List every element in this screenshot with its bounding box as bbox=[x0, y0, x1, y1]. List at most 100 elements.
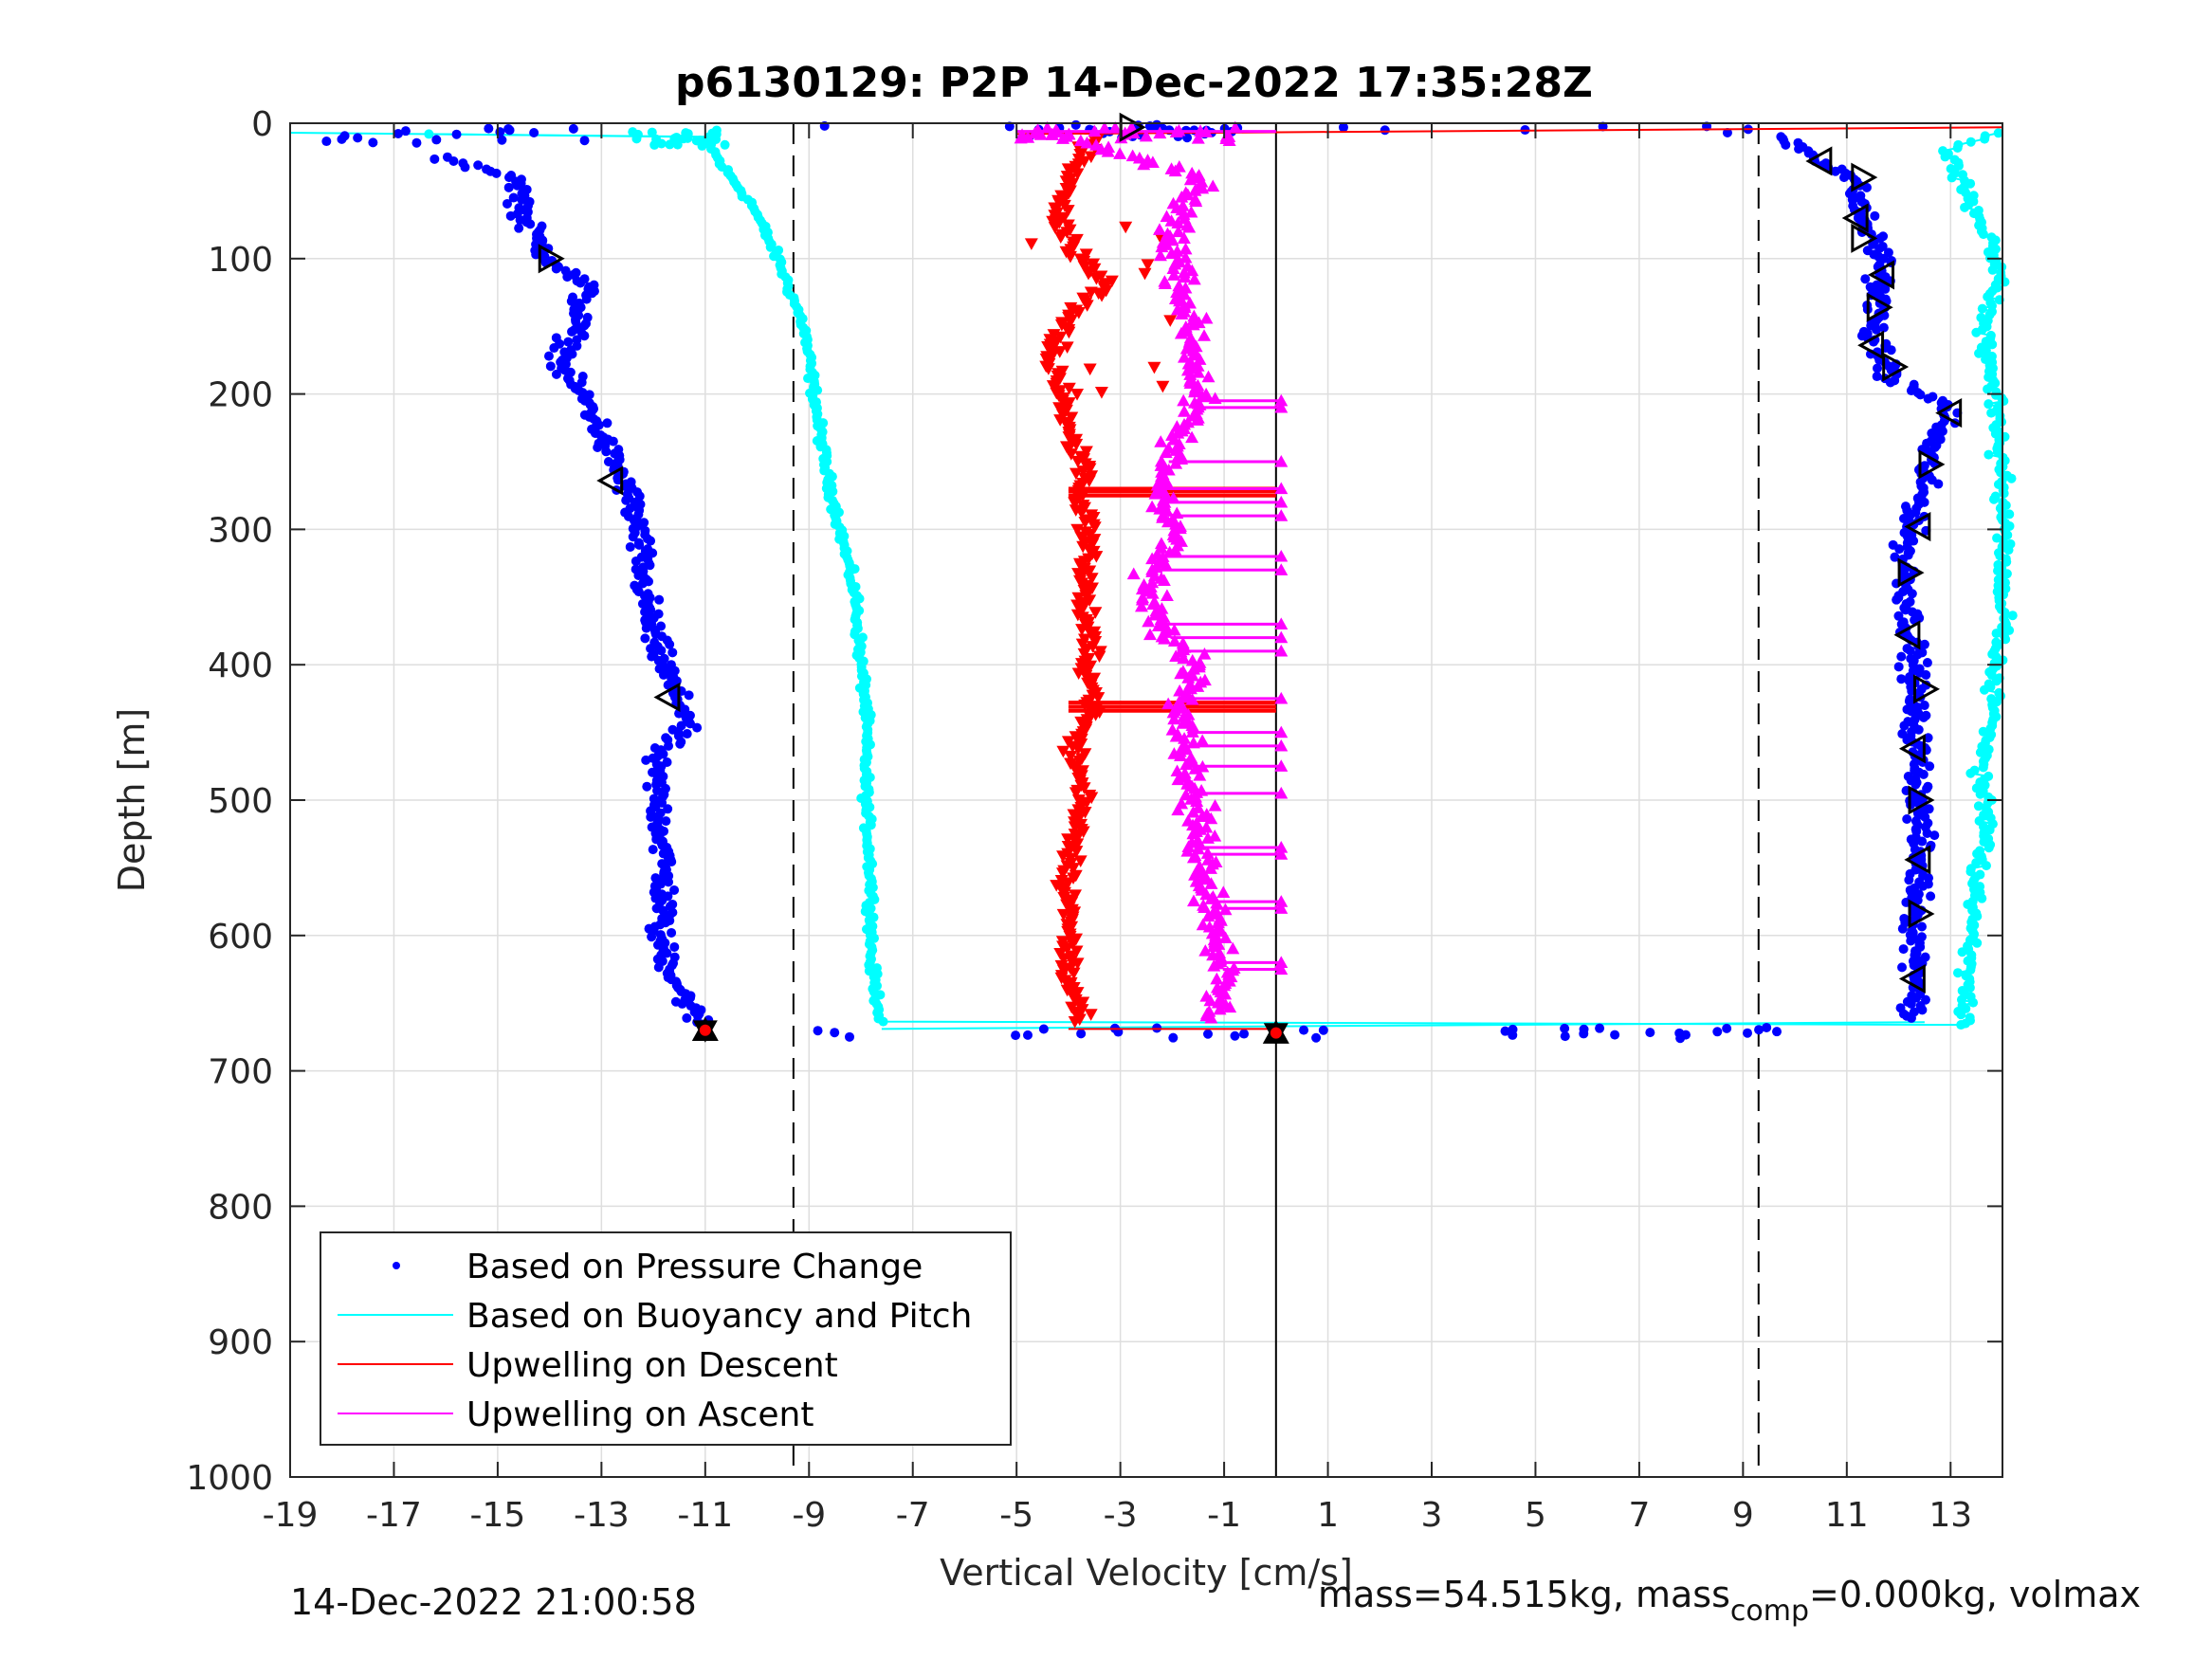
x-tick-label: 7 bbox=[1628, 1496, 1650, 1535]
upwelling-ascent-point bbox=[1170, 764, 1184, 777]
upwelling-ascent-point bbox=[1158, 632, 1172, 645]
buoyancy-point bbox=[1983, 399, 1994, 410]
pressure-point bbox=[1712, 1027, 1723, 1037]
y-tick-label: 900 bbox=[208, 1323, 273, 1362]
upwelling-ascent-point bbox=[1178, 270, 1192, 283]
upwelling-ascent-point bbox=[1134, 599, 1148, 612]
buoyancy-point bbox=[1978, 726, 1988, 737]
upwelling-descent-point bbox=[1156, 380, 1170, 393]
upwelling-ascent-point bbox=[1274, 644, 1289, 657]
upwelling-ascent-point bbox=[1098, 121, 1112, 134]
pressure-point bbox=[1890, 552, 1900, 562]
footer-mass-sub: comp bbox=[1729, 1595, 1810, 1628]
pressure-point bbox=[1873, 363, 1883, 374]
upwelling-descent-point bbox=[1138, 267, 1152, 281]
upwelling-ascent-point bbox=[1207, 959, 1221, 972]
pressure-point bbox=[1907, 589, 1917, 599]
pressure-point bbox=[568, 123, 578, 134]
upwelling-ascent-point bbox=[1171, 216, 1185, 228]
pressure-point bbox=[682, 729, 692, 739]
upwelling-ascent-point bbox=[1174, 326, 1188, 339]
y-axis-label: Depth [m] bbox=[111, 708, 153, 893]
buoyancy-point bbox=[1986, 351, 1997, 361]
pressure-point bbox=[1794, 144, 1804, 155]
x-tick-label: -13 bbox=[574, 1496, 630, 1535]
buoyancy-point bbox=[1977, 303, 1987, 314]
buoyancy-point bbox=[1957, 986, 1967, 996]
upwelling-ascent-point bbox=[1167, 268, 1181, 281]
upwelling-descent-point bbox=[1055, 867, 1069, 880]
pressure-point bbox=[543, 351, 554, 361]
upwelling-ascent-point bbox=[1159, 558, 1173, 571]
buoyancy-point bbox=[2005, 538, 2016, 549]
pressure-point bbox=[1874, 244, 1885, 254]
upwelling-ascent-point bbox=[1186, 805, 1200, 818]
pressure-point bbox=[648, 845, 658, 855]
upwelling-ascent-point bbox=[1137, 157, 1151, 171]
upwelling-ascent-point bbox=[1159, 446, 1173, 459]
upwelling-ascent-point bbox=[1161, 463, 1176, 476]
pressure-point bbox=[1203, 1029, 1214, 1039]
pressure-point bbox=[682, 1012, 692, 1023]
upwelling-descent-point bbox=[1083, 363, 1097, 376]
direction-marker bbox=[1841, 203, 1869, 233]
pressure-point bbox=[1781, 139, 1791, 150]
x-tick-label: -1 bbox=[1207, 1496, 1241, 1535]
upwelling-ascent-point bbox=[1213, 1002, 1227, 1015]
buoyancy-point bbox=[632, 129, 643, 139]
plot-area bbox=[289, 112, 2018, 1046]
pressure-point bbox=[1896, 674, 1907, 684]
pressure-point bbox=[368, 137, 378, 148]
buoyancy-point bbox=[1975, 869, 1985, 880]
pressure-point bbox=[1906, 936, 1916, 946]
upwelling-ascent-point bbox=[1206, 179, 1220, 192]
upwelling-descent-point bbox=[1046, 215, 1060, 228]
upwelling-ascent-point bbox=[1153, 248, 1167, 262]
upwelling-ascent-point bbox=[1169, 649, 1183, 662]
x-tick-label: 9 bbox=[1732, 1496, 1754, 1535]
upwelling-ascent-point bbox=[1167, 623, 1181, 636]
upwelling-ascent-point bbox=[1148, 608, 1162, 621]
upwelling-descent-point bbox=[1053, 231, 1068, 244]
upwelling-ascent-point bbox=[1195, 810, 1209, 823]
upwelling-ascent-point bbox=[1166, 491, 1180, 504]
bottom-marker-dot bbox=[1270, 1027, 1282, 1039]
pressure-point bbox=[551, 264, 561, 274]
pressure-point bbox=[1915, 390, 1926, 400]
upwelling-descent-point bbox=[1084, 286, 1098, 300]
pressure-point bbox=[608, 436, 618, 447]
buoyancy-point bbox=[1968, 191, 1979, 201]
x-axis-label: Vertical Velocity [cm/s] bbox=[940, 1552, 1353, 1594]
upwelling-ascent-point bbox=[1178, 405, 1192, 417]
legend: Based on Pressure Change Based on Buoyanc… bbox=[320, 1231, 1012, 1446]
upwelling-ascent-point bbox=[1126, 567, 1141, 580]
upwelling-ascent-point bbox=[1174, 749, 1188, 762]
upwelling-ascent-point bbox=[1226, 941, 1240, 955]
footer-mass-text: mass=54.515kg, mass bbox=[1318, 1574, 1730, 1615]
direction-markers bbox=[538, 112, 1963, 1046]
upwelling-descent-point bbox=[1056, 745, 1070, 758]
buoyancy-point bbox=[1986, 232, 1997, 243]
pressure-point bbox=[593, 443, 603, 453]
pressure-point bbox=[491, 168, 502, 178]
upwelling-ascent-point bbox=[1171, 773, 1185, 786]
pressure-point bbox=[503, 182, 514, 192]
pressure-point bbox=[1754, 1025, 1764, 1035]
upwelling-ascent-point bbox=[1187, 894, 1201, 907]
pressure-point bbox=[677, 998, 687, 1009]
x-tick-label: 11 bbox=[1825, 1496, 1869, 1535]
pressure-point bbox=[451, 129, 462, 139]
pressure-point bbox=[1645, 1028, 1655, 1038]
upwelling-ascent-point bbox=[1274, 848, 1289, 860]
upwelling-ascent-point bbox=[1274, 455, 1289, 467]
footer-mass-tail: =0.000kg, volmax bbox=[1809, 1574, 2142, 1615]
pressure-point bbox=[579, 136, 590, 146]
pressure-point bbox=[1011, 1030, 1021, 1041]
upwelling-ascent-point bbox=[1153, 223, 1167, 235]
x-tick-label: -5 bbox=[999, 1496, 1033, 1535]
x-tick-label: 3 bbox=[1421, 1496, 1443, 1535]
upwelling-descent-point bbox=[1071, 743, 1086, 756]
upwelling-ascent-point bbox=[1210, 896, 1224, 909]
pressure-point bbox=[321, 137, 332, 147]
upwelling-descent-point bbox=[1062, 326, 1076, 339]
